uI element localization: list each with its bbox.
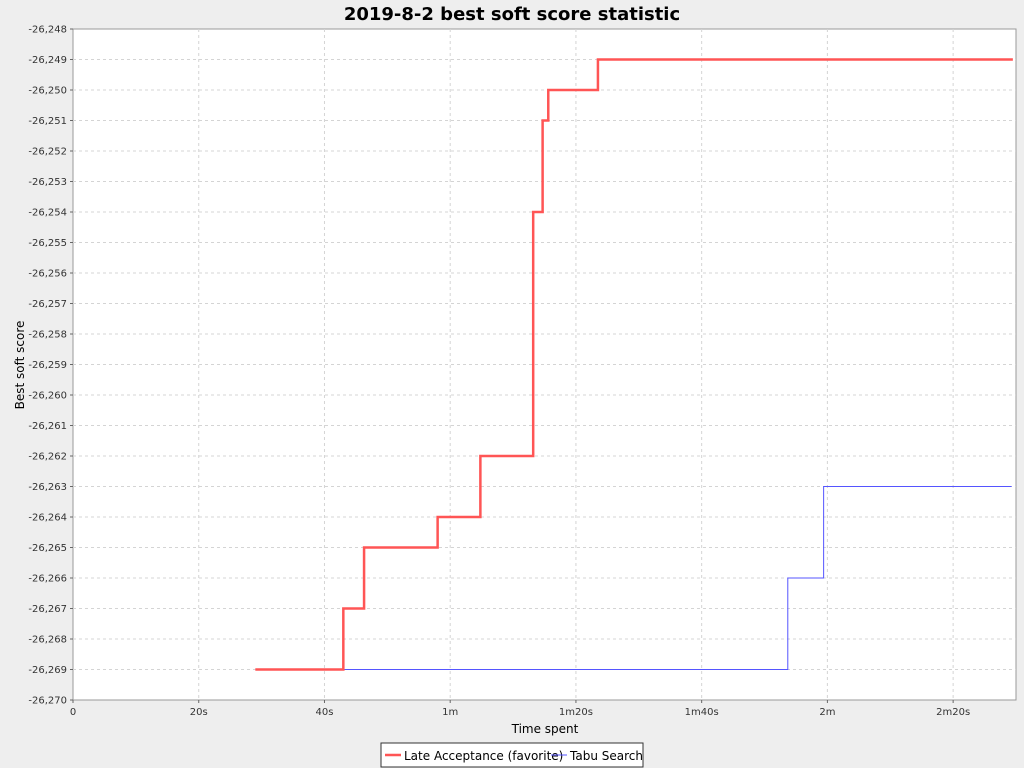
y-tick-label: -26,266 [28,574,67,585]
y-tick-label: -26,269 [28,665,67,676]
y-tick-label: -26,262 [28,452,67,463]
y-tick-label: -26,270 [28,696,67,707]
x-tick-label: 2m20s [936,707,970,718]
y-tick-label: -26,260 [28,391,67,402]
y-axis-ticks: -26,248 -26,249 -26,250 -26,251 -26,252 -26,2… [28,25,73,707]
y-tick-label: -26,256 [28,269,67,280]
series-line-late-acceptance [255,58,1013,671]
legend-box [380,742,644,768]
x-tick-label: 1m [442,707,458,718]
y-tick-label: -26,248 [28,25,67,36]
x-tick-label: 1m20s [559,707,593,718]
legend-label-tabu-search: Tabu Search [569,749,643,763]
y-tick-label: -26,259 [28,360,67,371]
y-tick-label: -26,261 [28,421,67,432]
y-tick-label: -26,251 [28,116,67,127]
y-tick-label: -26,264 [28,513,67,524]
y-tick-label: -26,254 [28,208,67,219]
x-tick-label: 1m40s [685,707,719,718]
x-axis-ticks: 0 20s 40s 1m 1m20s 1m40s 2m 2m20s [70,700,970,718]
chart-title: 2019-8-2 best soft score statistic [344,4,680,25]
y-tick-label: -26,253 [28,177,67,188]
y-tick-label: -26,252 [28,147,67,158]
y-tick-label: -26,263 [28,482,67,493]
y-tick-label: -26,265 [28,543,67,554]
legend: Late Acceptance (favorite) Tabu Search [380,742,644,768]
y-tick-label: -26,250 [28,86,67,97]
grid-lines [73,29,1016,700]
y-tick-label: -26,258 [28,330,67,341]
x-axis-label: Time spent [511,722,579,736]
y-tick-label: -26,257 [28,299,67,310]
y-axis-label: Best soft score [13,321,27,410]
y-tick-label: -26,249 [28,55,67,66]
x-tick-label: 40s [315,707,333,718]
x-tick-label: 0 [70,707,76,718]
series-line-tabu-search [343,486,1012,670]
y-tick-label: -26,255 [28,238,67,249]
x-tick-label: 2m [819,707,835,718]
plot-area [72,28,1017,701]
series-lines [255,58,1013,671]
legend-label-late-acceptance: Late Acceptance (favorite) [404,749,563,763]
y-tick-label: -26,268 [28,635,67,646]
x-tick-label: 20s [190,707,208,718]
y-tick-label: -26,267 [28,604,67,615]
